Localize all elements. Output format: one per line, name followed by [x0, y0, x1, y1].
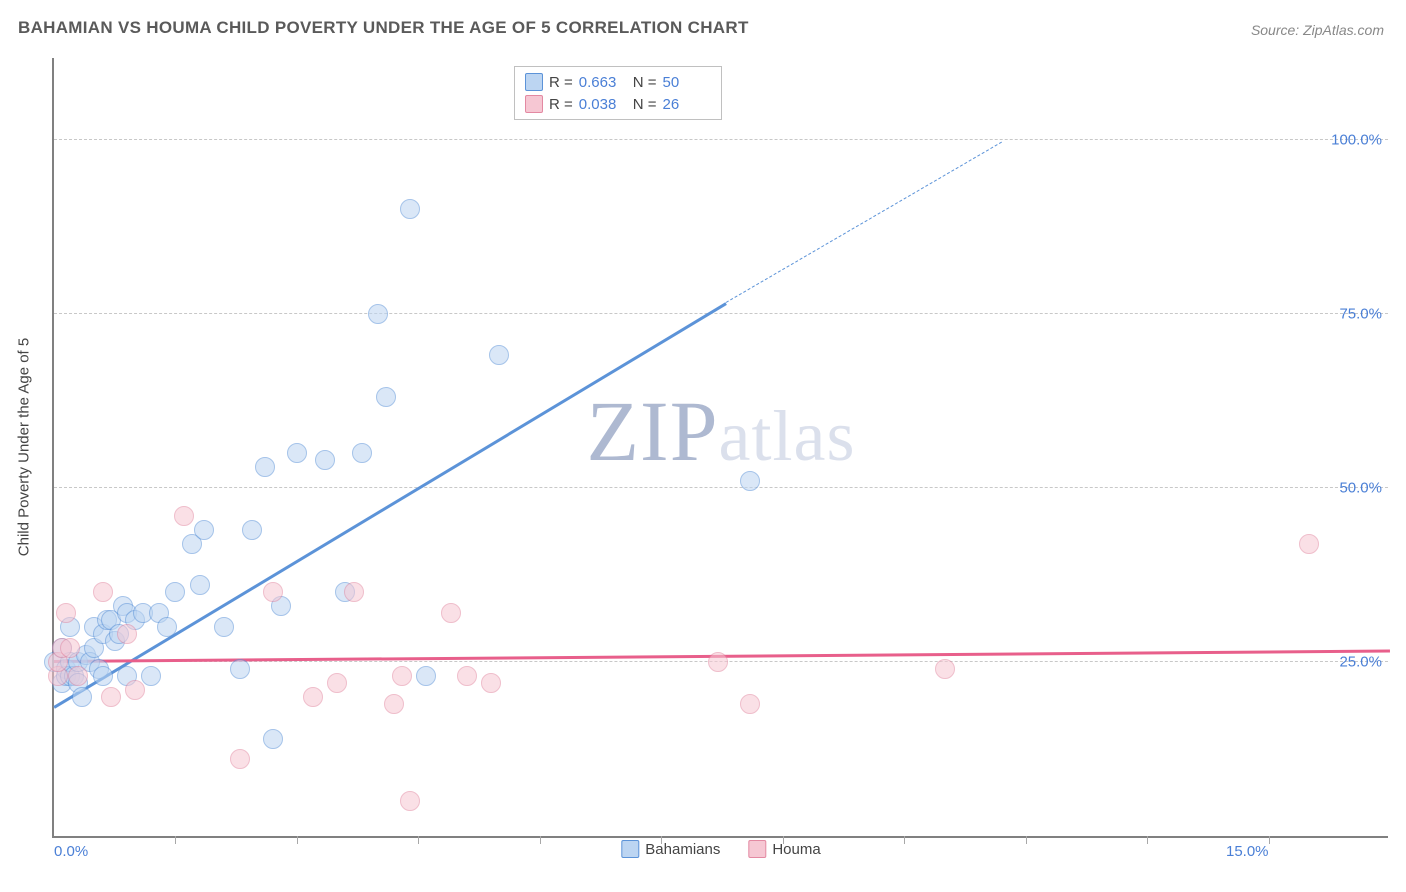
scatter-point: [263, 729, 283, 749]
legend-swatch-bahamians: [525, 73, 543, 91]
trend-line: [726, 142, 1002, 303]
x-tick-mark: [1147, 836, 1148, 844]
gridline-horizontal: [54, 313, 1388, 314]
x-tick-label: 0.0%: [54, 843, 88, 860]
legend-swatch-houma: [525, 95, 543, 113]
x-tick-mark: [1269, 836, 1270, 844]
watermark-zip: ZIP: [587, 383, 719, 479]
scatter-point: [214, 617, 234, 637]
scatter-point: [287, 443, 307, 463]
chart-title: BAHAMIAN VS HOUMA CHILD POVERTY UNDER TH…: [18, 18, 749, 38]
x-tick-mark: [661, 836, 662, 844]
scatter-point: [327, 673, 347, 693]
stats-row-houma: R = 0.038 N = 26: [525, 93, 711, 115]
legend-item-bahamians: Bahamians: [621, 840, 720, 858]
scatter-point: [230, 659, 250, 679]
r-label: R =: [549, 96, 573, 113]
scatter-point: [56, 603, 76, 623]
scatter-point: [400, 791, 420, 811]
n-value-houma: 26: [663, 96, 711, 113]
scatter-point: [230, 749, 250, 769]
scatter-point: [481, 673, 501, 693]
scatter-plot-area: Child Poverty Under the Age of 5 ZIPatla…: [52, 58, 1388, 838]
scatter-point: [392, 666, 412, 686]
trend-line: [53, 302, 726, 708]
scatter-point: [400, 199, 420, 219]
scatter-point: [935, 659, 955, 679]
scatter-point: [489, 345, 509, 365]
scatter-point: [72, 687, 92, 707]
r-value-bahamians: 0.663: [579, 74, 627, 91]
scatter-point: [368, 304, 388, 324]
r-label: R =: [549, 74, 573, 91]
scatter-point: [141, 666, 161, 686]
legend-label-bahamians: Bahamians: [645, 841, 720, 858]
scatter-point: [441, 603, 461, 623]
x-tick-mark: [175, 836, 176, 844]
scatter-point: [376, 387, 396, 407]
source-attribution: Source: ZipAtlas.com: [1251, 22, 1384, 38]
n-value-bahamians: 50: [663, 74, 711, 91]
scatter-point: [1299, 534, 1319, 554]
y-tick-label: 75.0%: [1339, 305, 1382, 322]
scatter-point: [384, 694, 404, 714]
scatter-point: [93, 582, 113, 602]
y-axis-title: Child Poverty Under the Age of 5: [16, 338, 33, 556]
x-tick-mark: [418, 836, 419, 844]
scatter-point: [101, 687, 121, 707]
scatter-point: [263, 582, 283, 602]
watermark: ZIPatlas: [587, 381, 856, 481]
scatter-point: [194, 520, 214, 540]
scatter-point: [190, 575, 210, 595]
scatter-point: [242, 520, 262, 540]
n-label: N =: [633, 74, 657, 91]
legend-label-houma: Houma: [772, 841, 820, 858]
scatter-point: [165, 582, 185, 602]
scatter-point: [708, 652, 728, 672]
gridline-horizontal: [54, 487, 1388, 488]
x-tick-mark: [297, 836, 298, 844]
r-value-houma: 0.038: [579, 96, 627, 113]
y-tick-label: 25.0%: [1339, 653, 1382, 670]
x-tick-mark: [540, 836, 541, 844]
scatter-point: [740, 471, 760, 491]
scatter-point: [315, 450, 335, 470]
watermark-atlas: atlas: [719, 396, 856, 476]
scatter-point: [416, 666, 436, 686]
x-tick-label: 15.0%: [1226, 843, 1269, 860]
bottom-legend: Bahamians Houma: [621, 840, 820, 858]
scatter-point: [457, 666, 477, 686]
scatter-point: [344, 582, 364, 602]
legend-item-houma: Houma: [748, 840, 820, 858]
scatter-point: [157, 617, 177, 637]
legend-swatch-bahamians: [621, 840, 639, 858]
scatter-point: [255, 457, 275, 477]
scatter-point: [174, 506, 194, 526]
scatter-point: [60, 638, 80, 658]
scatter-point: [125, 680, 145, 700]
scatter-point: [68, 666, 88, 686]
scatter-point: [303, 687, 323, 707]
scatter-point: [117, 624, 137, 644]
legend-swatch-houma: [748, 840, 766, 858]
y-tick-label: 100.0%: [1331, 131, 1382, 148]
n-label: N =: [633, 96, 657, 113]
y-tick-label: 50.0%: [1339, 479, 1382, 496]
gridline-horizontal: [54, 139, 1388, 140]
scatter-point: [740, 694, 760, 714]
stats-row-bahamians: R = 0.663 N = 50: [525, 71, 711, 93]
scatter-point: [93, 666, 113, 686]
scatter-point: [352, 443, 372, 463]
x-tick-mark: [904, 836, 905, 844]
stats-legend: R = 0.663 N = 50 R = 0.038 N = 26: [514, 66, 722, 120]
x-tick-mark: [783, 836, 784, 844]
x-tick-mark: [1026, 836, 1027, 844]
